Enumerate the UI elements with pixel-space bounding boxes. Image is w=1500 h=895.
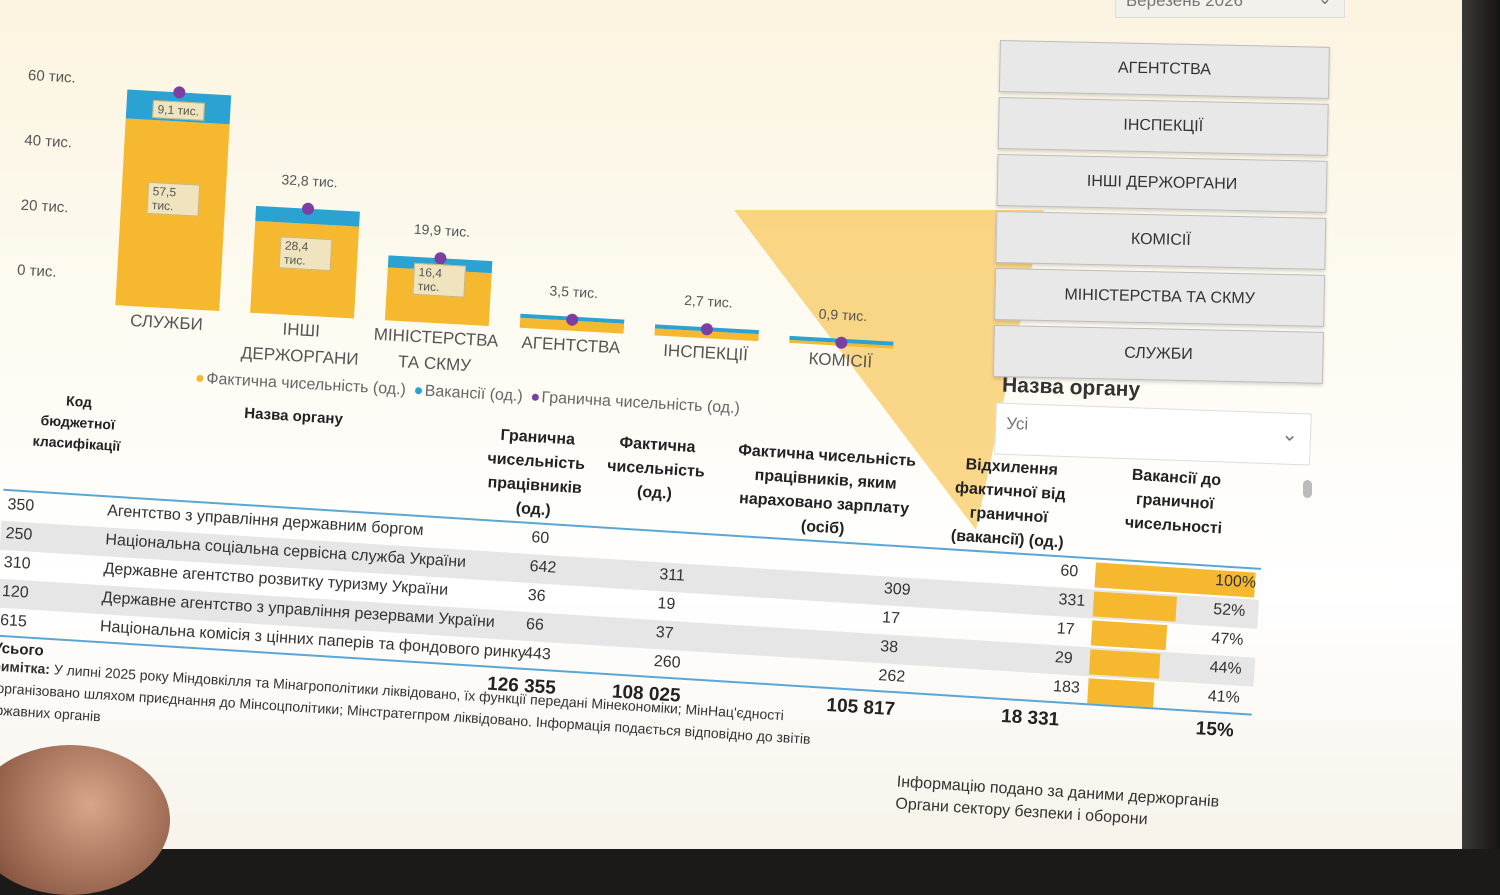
y-tick-label: 60 тис. <box>27 66 77 87</box>
cell-code: 350 <box>6 496 35 515</box>
source-info: Інформацію подано за даними держорганів … <box>895 771 1220 835</box>
category-slicer: АГЕНТСТВА ІНСПЕКЦІЇ ІНШІ ДЕРЖОРГАНИ КОМІ… <box>992 40 1330 389</box>
cell-deviation: 331 <box>1058 591 1086 610</box>
cell-pct: 52% <box>1212 601 1246 620</box>
cell-limit: 66 <box>525 615 545 634</box>
y-tick-label: 40 тис. <box>23 131 73 152</box>
chevron-down-icon: ⌄ <box>1318 0 1332 9</box>
category-label: ІНСПЕКЦІЇ <box>662 340 749 365</box>
cell-code: 250 <box>5 525 33 544</box>
cell-paid: 17 <box>881 609 901 628</box>
chart-bars: 57,5 тис. 9,1 тис. СЛУЖБИ 28,4 тис. 32,8 тис… <box>30 40 959 375</box>
cell-limit: 642 <box>529 558 557 577</box>
cell-code: 120 <box>1 582 30 602</box>
legend-actual-label: Фактична чисельність (од.) <box>205 370 407 399</box>
cell-actual: 19 <box>657 595 676 614</box>
actual-data-label: 28,4 тис. <box>278 236 333 271</box>
cell-code: 310 <box>3 553 32 573</box>
cell-paid: 309 <box>883 580 912 599</box>
cell-limit: 443 <box>523 644 552 664</box>
cell-pct: 41% <box>1207 687 1241 707</box>
header-code[interactable]: Код бюджетної класифікації <box>32 392 121 455</box>
limit-data-label: 0,9 тис. <box>818 305 868 325</box>
slicer-button-inspections[interactable]: ІНСПЕКЦІЇ <box>997 96 1329 156</box>
cell-deviation: 29 <box>1054 649 1074 668</box>
vacancy-pct-bar <box>1090 620 1168 651</box>
category-label: АГЕНТСТВА <box>520 332 621 358</box>
cell-pct: 100% <box>1214 572 1257 592</box>
header-deviation[interactable]: Відхилення фактичної від граничної (вака… <box>950 456 1067 552</box>
filter-value: Усі <box>1005 413 1029 434</box>
cell-actual: 37 <box>655 624 675 643</box>
vacancy-data-label: 9,1 тис. <box>152 100 205 121</box>
scrollbar-thumb[interactable] <box>1303 480 1312 498</box>
actual-data-label: 16,4 тис. <box>412 263 467 299</box>
bar-group[interactable]: 16,4 тис. 19,9 тис. <box>384 221 493 327</box>
header-paid[interactable]: Фактична чисельність працівників, яким н… <box>737 441 917 538</box>
dashboard-screen: Березень 2026 ⌄ 0 тис. 20 тис. 40 тис. 60… <box>0 0 1470 849</box>
header-actual[interactable]: Фактична чисельність (од.) <box>606 434 706 503</box>
legend-actual-dot <box>196 375 204 383</box>
cell-actual: 260 <box>653 652 682 672</box>
legend-vacancy-label: Вакансії (од.) <box>424 382 524 406</box>
slicer-button-other[interactable]: ІНШІ ДЕРЖОРГАНИ <box>996 153 1328 213</box>
month-selector[interactable]: Березень 2026 ⌄ <box>1115 0 1345 18</box>
limit-data-label: 2,7 тис. <box>683 292 734 311</box>
cell-actual: 311 <box>658 566 686 585</box>
organs-table: Код бюджетної класифікації Назва органу … <box>0 385 1297 849</box>
category-label: МІНІСТЕРСТВА ТА СКМУ <box>373 324 499 376</box>
limit-data-label: 19,9 тис. <box>413 221 471 241</box>
cell-limit: 36 <box>527 586 547 606</box>
vacancy-pct-bar <box>1088 649 1161 679</box>
limit-data-label: 3,5 тис. <box>549 282 599 301</box>
header-limit[interactable]: Гранична чисельність працівників (од.) <box>486 426 586 520</box>
slicer-button-commissions[interactable]: КОМІСІЇ <box>995 210 1327 270</box>
slicer-button-agencies[interactable]: АГЕНТСТВА <box>998 40 1330 99</box>
total-pct: 15% <box>1195 718 1235 742</box>
cell-deviation: 17 <box>1056 620 1076 639</box>
total-deviation: 18 331 <box>1000 705 1060 731</box>
month-value: Березень 2026 <box>1126 0 1243 10</box>
category-label: КОМІСІЇ <box>808 348 873 372</box>
actual-data-label: 57,5 тис. <box>146 181 201 217</box>
legend-limit-dot <box>531 393 539 402</box>
monitor-bezel <box>1462 0 1500 849</box>
limit-marker[interactable] <box>173 85 186 99</box>
legend-limit-label: Гранична чисельність (од.) <box>541 389 741 418</box>
cell-paid: 262 <box>877 667 906 686</box>
bar-group[interactable]: 28,4 тис. 32,8 тис. <box>250 172 360 319</box>
bar-group[interactable]: 57,5 тис. 9,1 тис. <box>115 85 232 311</box>
cell-limit: 60 <box>530 529 550 548</box>
vacancy-pct-bar <box>1092 591 1178 622</box>
limit-data-label: 32,8 тис. <box>281 171 339 191</box>
slicer-button-ministries[interactable]: МІНІСТЕРСТВА ТА СКМУ <box>994 267 1326 327</box>
category-label: ІНШІ ДЕРЖОРГАНИ <box>240 319 360 369</box>
chevron-down-icon: ⌄ <box>1280 423 1299 447</box>
cell-code: 615 <box>0 611 28 631</box>
cell-pct: 44% <box>1209 658 1243 678</box>
filter-label: Назва органу <box>1001 373 1141 402</box>
limit-marker[interactable] <box>565 313 579 326</box>
cell-pct: 47% <box>1210 629 1244 649</box>
y-tick-label: 0 тис. <box>16 261 57 281</box>
cell-deviation: 60 <box>1059 562 1079 581</box>
legend-vacancy-dot <box>414 387 422 395</box>
footnote-label: Примітка: <box>0 656 51 678</box>
cell-paid: 38 <box>879 638 899 657</box>
header-vacancy-pct[interactable]: Вакансії до граничної чисельності <box>1124 466 1223 538</box>
y-tick-label: 20 тис. <box>20 196 69 217</box>
header-name[interactable]: Назва органу <box>243 404 344 428</box>
cell-deviation: 183 <box>1052 678 1081 697</box>
category-label: СЛУЖБИ <box>129 311 204 335</box>
